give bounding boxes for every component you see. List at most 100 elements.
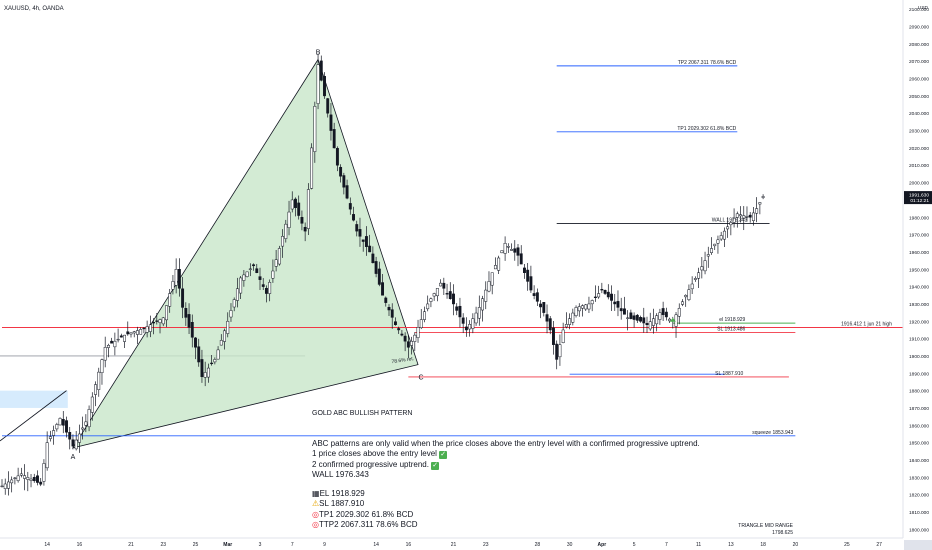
x-tick-label: 14 xyxy=(373,542,379,548)
candle-body xyxy=(194,337,197,348)
candle-body xyxy=(539,303,543,308)
candle-body xyxy=(758,202,762,205)
candle-body xyxy=(513,248,517,253)
candle-body xyxy=(555,343,559,360)
x-tick-label: 14 xyxy=(44,542,50,548)
candle-body xyxy=(261,284,265,287)
x-tick-label: 25 xyxy=(193,542,199,548)
x-tick-label: 3 xyxy=(259,542,262,548)
x-tick-label: 30 xyxy=(567,542,573,548)
y-tick-label: 1920.000 xyxy=(909,319,929,325)
candle-body xyxy=(26,477,30,480)
candle-body xyxy=(616,301,620,308)
candle-body xyxy=(668,318,672,322)
candle-body xyxy=(68,432,72,440)
candle-body xyxy=(345,185,349,199)
candle-body xyxy=(661,308,665,316)
candle-body xyxy=(413,334,417,342)
triangle-mid-value: 1798.625 xyxy=(772,530,793,536)
candles xyxy=(0,53,765,496)
y-tick-label: 2050.000 xyxy=(909,94,929,100)
candle-body xyxy=(200,359,204,378)
candle-body xyxy=(429,298,433,302)
y-tick-label: 2070.000 xyxy=(909,59,929,65)
candle-body xyxy=(174,269,178,286)
candle-body xyxy=(329,114,333,131)
candle-body xyxy=(410,340,414,346)
y-tick-label: 2000.000 xyxy=(909,181,929,187)
candle-body xyxy=(203,372,207,378)
candle-body xyxy=(210,362,214,365)
candle-body xyxy=(381,282,385,296)
candle-body xyxy=(36,475,39,483)
y-tick-label: 1960.000 xyxy=(909,250,929,256)
y-tick-label: 1810.000 xyxy=(909,510,929,516)
candle-body xyxy=(161,317,165,325)
trend-line xyxy=(0,390,67,442)
candle-body xyxy=(239,277,243,294)
candle-body xyxy=(564,324,568,328)
y-tick-label: 1910.000 xyxy=(909,337,929,343)
candle-body xyxy=(600,289,604,291)
candle-body xyxy=(235,288,239,301)
candle-body xyxy=(603,289,607,294)
candle-body xyxy=(77,433,81,443)
candle-body xyxy=(281,236,285,247)
candle-body xyxy=(697,272,701,279)
candle-body xyxy=(529,276,533,291)
candle-body xyxy=(10,479,14,484)
candle-body xyxy=(448,291,452,299)
settings-icon[interactable] xyxy=(904,540,932,550)
candle-body xyxy=(442,282,446,289)
candle-body xyxy=(348,203,352,210)
x-tick-label: Mar xyxy=(223,542,232,548)
entry-icon: ▦ xyxy=(312,489,320,499)
y-tick-label: 1830.000 xyxy=(909,475,929,481)
candle-body xyxy=(674,314,678,327)
candle-body xyxy=(416,327,420,338)
candle-body xyxy=(510,249,514,251)
candle-body xyxy=(384,297,388,303)
candle-body xyxy=(42,463,46,482)
x-tick-label: 21 xyxy=(128,542,134,548)
candle-body xyxy=(568,318,572,325)
candle-body xyxy=(490,272,494,286)
candle-body xyxy=(81,427,85,430)
x-tick-label: 20 xyxy=(793,542,799,548)
candle-body xyxy=(171,281,175,290)
candle-body xyxy=(713,243,717,247)
y-tick-label: 2030.000 xyxy=(909,129,929,135)
x-axis: 14 16 21 23 25 Mar 3 7 9 14 16 21 23 28 30 Apr 5 7 11 13 18 2… xyxy=(44,542,882,548)
check-icon: ✓ xyxy=(431,461,440,470)
candle-body xyxy=(371,253,375,264)
candle-body xyxy=(213,359,217,363)
candle-body xyxy=(452,293,455,305)
candle-body xyxy=(184,308,188,318)
candle-body xyxy=(342,175,346,188)
candle-body xyxy=(487,281,491,292)
label-ret: 78.6% ret. xyxy=(391,356,414,365)
candle-body xyxy=(726,226,730,230)
candle-body xyxy=(223,330,226,342)
candle-body xyxy=(471,318,475,329)
candle-body xyxy=(152,322,156,324)
candle-body xyxy=(703,260,707,272)
candle-body xyxy=(613,301,617,305)
sl2-label: SL 1887.910 xyxy=(715,371,743,377)
candle-body xyxy=(97,371,101,390)
tp1-label: TP1 2029.302 61.8% BCD xyxy=(677,126,736,132)
candle-body xyxy=(7,481,10,489)
candle-body xyxy=(394,321,397,325)
candle-body xyxy=(526,269,530,282)
candle-body xyxy=(323,75,326,97)
y-tick-label: 2090.000 xyxy=(909,25,929,31)
candle-body xyxy=(558,344,562,358)
candle-body xyxy=(177,269,181,289)
candle-body xyxy=(306,189,310,229)
candle-body xyxy=(468,324,472,330)
note-line-rule: ABC patterns are only valid when the pri… xyxy=(312,439,700,448)
candle-body xyxy=(110,340,114,344)
candle-body xyxy=(439,282,443,287)
